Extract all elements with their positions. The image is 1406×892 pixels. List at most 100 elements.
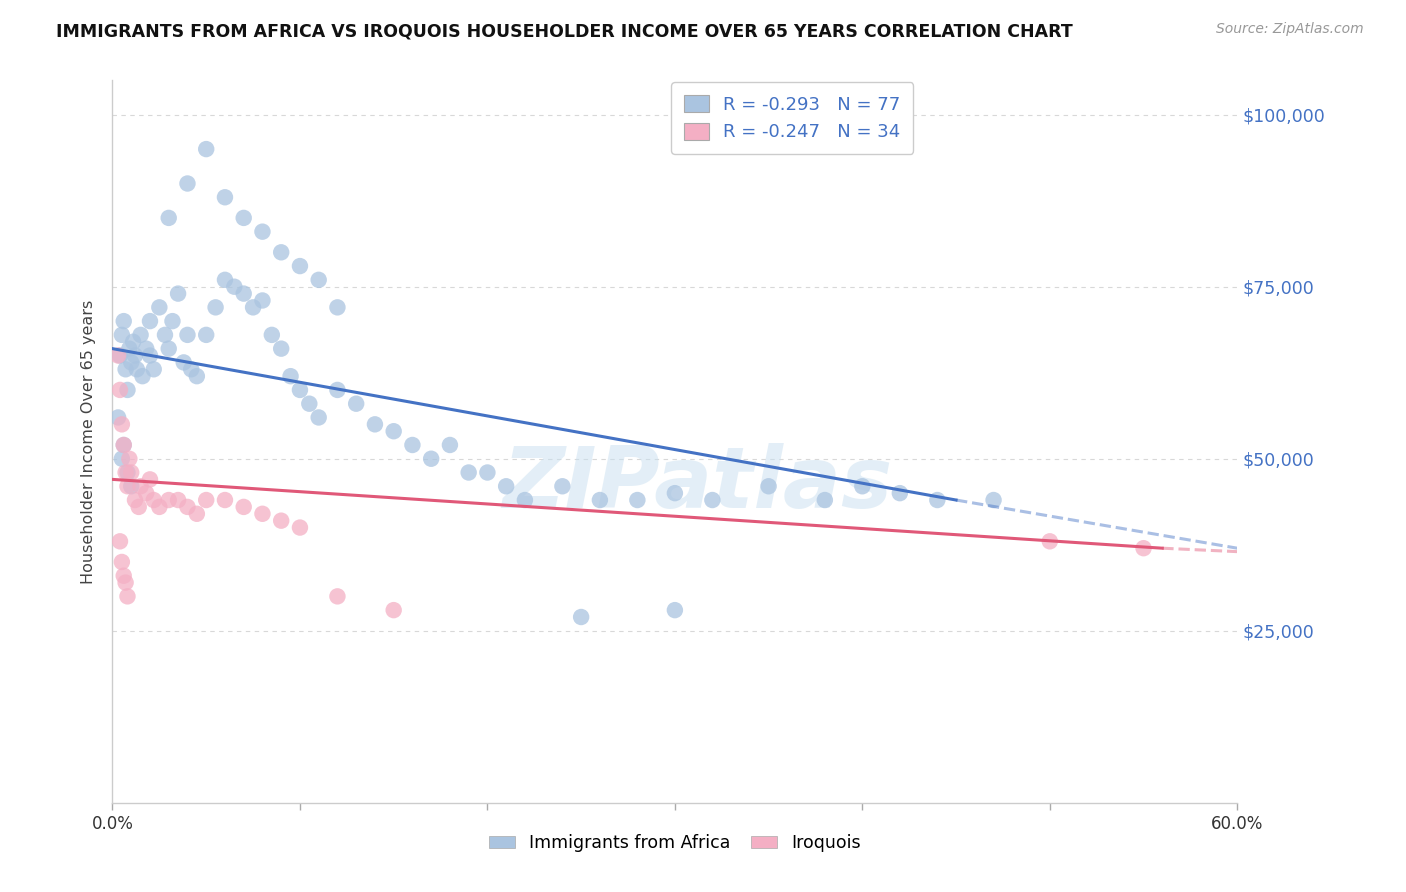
- Point: [270, 342, 292, 356]
- Point: [702, 493, 724, 508]
- Point: [851, 479, 873, 493]
- Point: [308, 273, 330, 287]
- Point: [457, 466, 479, 480]
- Point: [551, 479, 574, 493]
- Point: [569, 610, 592, 624]
- Point: [112, 314, 135, 328]
- Point: [167, 286, 190, 301]
- Point: [118, 451, 141, 466]
- Point: [589, 493, 612, 508]
- Text: IMMIGRANTS FROM AFRICA VS IROQUOIS HOUSEHOLDER INCOME OVER 65 YEARS CORRELATION : IMMIGRANTS FROM AFRICA VS IROQUOIS HOUSE…: [56, 22, 1073, 40]
- Point: [112, 438, 135, 452]
- Point: [1039, 534, 1062, 549]
- Point: [214, 493, 236, 508]
- Point: [260, 327, 283, 342]
- Point: [364, 417, 387, 432]
- Point: [135, 342, 157, 356]
- Point: [270, 245, 292, 260]
- Point: [114, 362, 136, 376]
- Point: [186, 507, 208, 521]
- Point: [401, 438, 423, 452]
- Point: [252, 293, 274, 308]
- Point: [114, 466, 136, 480]
- Point: [382, 603, 405, 617]
- Point: [120, 466, 142, 480]
- Point: [439, 438, 461, 452]
- Point: [157, 342, 180, 356]
- Point: [288, 520, 311, 534]
- Point: [288, 383, 311, 397]
- Text: Source: ZipAtlas.com: Source: ZipAtlas.com: [1216, 22, 1364, 37]
- Point: [129, 327, 152, 342]
- Point: [186, 369, 208, 384]
- Point: [513, 493, 536, 508]
- Point: [626, 493, 648, 508]
- Point: [176, 177, 198, 191]
- Point: [167, 493, 190, 508]
- Point: [180, 362, 202, 376]
- Point: [114, 575, 136, 590]
- Point: [308, 410, 330, 425]
- Point: [983, 493, 1005, 508]
- Point: [176, 500, 198, 514]
- Point: [112, 568, 135, 582]
- Point: [162, 314, 184, 328]
- Point: [814, 493, 837, 508]
- Point: [120, 479, 142, 493]
- Text: ZIPatlas: ZIPatlas: [502, 443, 893, 526]
- Point: [1132, 541, 1154, 556]
- Point: [232, 500, 254, 514]
- Point: [117, 590, 139, 604]
- Point: [889, 486, 911, 500]
- Point: [252, 507, 274, 521]
- Point: [477, 466, 499, 480]
- Point: [108, 534, 131, 549]
- Point: [214, 190, 236, 204]
- Point: [495, 479, 517, 493]
- Point: [195, 493, 218, 508]
- Point: [382, 424, 405, 438]
- Point: [195, 327, 218, 342]
- Point: [420, 451, 443, 466]
- Point: [125, 362, 148, 376]
- Point: [280, 369, 302, 384]
- Point: [111, 417, 134, 432]
- Point: [270, 514, 292, 528]
- Point: [117, 479, 139, 493]
- Point: [326, 383, 349, 397]
- Point: [120, 355, 142, 369]
- Point: [927, 493, 949, 508]
- Point: [148, 500, 170, 514]
- Point: [288, 259, 311, 273]
- Point: [111, 555, 134, 569]
- Point: [758, 479, 780, 493]
- Point: [107, 410, 129, 425]
- Point: [157, 493, 180, 508]
- Y-axis label: Householder Income Over 65 years: Householder Income Over 65 years: [80, 300, 96, 583]
- Point: [111, 327, 134, 342]
- Point: [148, 301, 170, 315]
- Point: [112, 438, 135, 452]
- Point: [129, 479, 152, 493]
- Point: [107, 349, 129, 363]
- Point: [664, 486, 686, 500]
- Point: [157, 211, 180, 225]
- Point: [111, 451, 134, 466]
- Point: [139, 472, 162, 486]
- Point: [214, 273, 236, 287]
- Point: [117, 466, 139, 480]
- Point: [204, 301, 226, 315]
- Point: [344, 397, 367, 411]
- Point: [232, 286, 254, 301]
- Point: [242, 301, 264, 315]
- Point: [122, 334, 145, 349]
- Point: [195, 142, 218, 156]
- Point: [224, 279, 246, 293]
- Point: [128, 500, 150, 514]
- Point: [135, 486, 157, 500]
- Point: [176, 327, 198, 342]
- Point: [326, 590, 349, 604]
- Point: [118, 342, 141, 356]
- Point: [117, 383, 139, 397]
- Point: [108, 349, 131, 363]
